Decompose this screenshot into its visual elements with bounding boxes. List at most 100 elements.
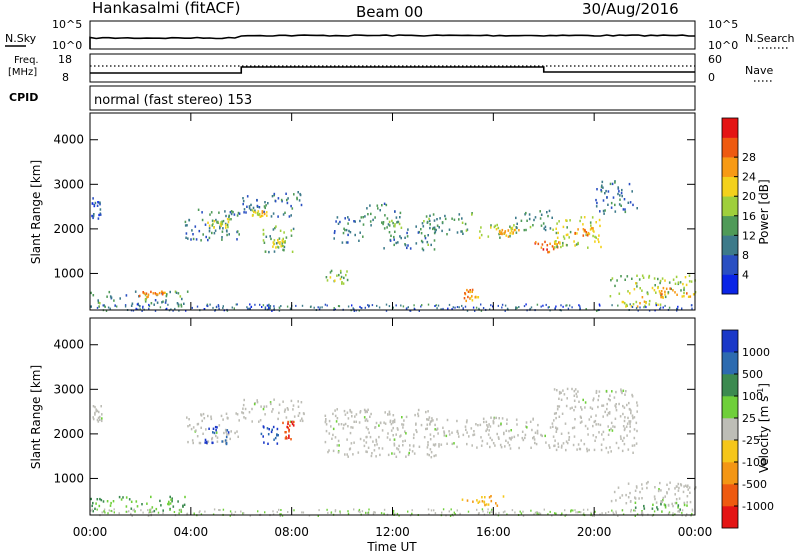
velocity-echo-cell: [409, 444, 411, 447]
velocity-echo-cell: [576, 448, 578, 451]
velocity-echo-cell: [352, 453, 354, 456]
velocity-echo-cell: [608, 411, 611, 414]
ground-scatter-cell: [555, 512, 557, 515]
velocity-echo-cell: [608, 429, 611, 432]
power-echo-cell: [653, 277, 656, 280]
velocity-echo-cell: [566, 441, 569, 445]
velocity-echo-cell: [504, 445, 506, 448]
velocity-echo-cell: [267, 433, 270, 436]
ground-scatter-cell: [685, 514, 687, 517]
power-echo-cell: [267, 202, 269, 205]
power-echo-cell: [553, 240, 556, 243]
velocity-echo-cell: [289, 424, 291, 427]
velocity-echo-cell: [532, 418, 534, 421]
cpid-panel: CPID normal (fast stereo) 153: [9, 85, 696, 111]
power-echo-cell: [299, 193, 302, 197]
power-echo-cell: [622, 300, 625, 304]
power-echo-cell: [389, 239, 392, 242]
velocity-echo-cell: [390, 429, 393, 432]
colorbar-segment: [722, 118, 738, 138]
ground-scatter-cell: [178, 512, 180, 515]
power-echo-cell: [675, 275, 678, 279]
velocity-echo-cell: [622, 425, 625, 428]
ground-scatter-cell: [451, 308, 453, 311]
power-echo-cell: [296, 197, 298, 201]
ground-scatter-cell: [495, 512, 497, 515]
velocity-echo-cell: [364, 410, 367, 414]
ground-scatter-cell: [91, 508, 94, 511]
x-axis-label: Time UT: [366, 540, 417, 554]
ground-scatter-cell: [207, 305, 209, 308]
ground-scatter-cell: [319, 306, 321, 309]
velocity-echo-cell: [613, 490, 616, 494]
power-echo-cell: [507, 229, 510, 232]
power-echo-cell: [563, 237, 566, 240]
power-echo-cell: [551, 245, 554, 248]
velocity-echo-cell: [666, 492, 668, 495]
velocity-echo-cell: [393, 438, 396, 441]
power-echo-cell: [342, 282, 345, 285]
power-echo-cell: [546, 248, 548, 251]
power-echo-cell: [458, 218, 460, 221]
velocity-echo-cell: [436, 427, 439, 430]
power-echo-cell: [557, 231, 559, 235]
ground-scatter-cell: [193, 512, 195, 515]
power-echo-cell: [461, 230, 463, 233]
velocity-echo-cell: [353, 441, 355, 444]
velocity-echo-cell: [483, 420, 485, 424]
power-echo-cell: [205, 235, 207, 239]
power-echo-cell: [602, 186, 604, 189]
power-echo-cell: [655, 291, 657, 294]
velocity-echo-cell: [386, 436, 389, 439]
power-echo-cell: [655, 302, 657, 305]
power-echo-cell: [131, 302, 134, 305]
velocity-echo-cell: [398, 450, 401, 454]
velocity-echo-cell: [615, 499, 617, 502]
velocity-echo-cell: [484, 496, 486, 499]
velocity-echo-cell: [262, 425, 265, 428]
velocity-echo-cell: [200, 414, 203, 417]
power-echo-cell: [238, 233, 240, 236]
power-echo-cell: [339, 220, 341, 224]
power-echo-cell: [250, 203, 252, 207]
power-echo-cell: [370, 224, 372, 227]
power-echo-cell: [280, 198, 283, 202]
power-echo-cell: [532, 224, 534, 227]
velocity-echo-cell: [609, 394, 611, 397]
power-echo-cell: [191, 229, 193, 232]
power-echo-cell: [90, 291, 92, 295]
velocity-echo-cell: [370, 412, 372, 416]
velocity-echo-cell: [451, 431, 453, 434]
velocity-echo-cell: [429, 438, 432, 441]
velocity-echo-cell: [285, 435, 287, 439]
velocity-echo-cell: [288, 428, 290, 432]
power-echo-cell: [525, 228, 527, 232]
ground-scatter-cell: [411, 512, 413, 515]
velocity-echo-cell: [220, 414, 223, 418]
power-echo-cell: [597, 238, 599, 241]
velocity-echo-cell: [584, 406, 586, 409]
power-echo-cell: [144, 298, 147, 301]
power-echo-cell: [185, 232, 188, 235]
power-echo-cell: [429, 223, 431, 226]
power-echo-cell: [463, 297, 466, 300]
colorbar-segment: [722, 330, 738, 353]
velocity-echo-cell: [623, 419, 626, 423]
velocity-echo-cell: [565, 448, 567, 452]
power-echo-cell: [228, 218, 231, 221]
velocity-echo-cell: [531, 428, 533, 432]
ground-scatter-cell: [462, 307, 464, 310]
velocity-echo-cell: [529, 420, 532, 423]
power-echo-cell: [367, 213, 369, 216]
colorbar-segment: [722, 484, 738, 507]
velocity-echo-cell: [225, 442, 228, 445]
velocity-echo-cell: [437, 432, 439, 435]
power-echo-cell: [92, 214, 95, 218]
velocity-echo-cell: [573, 394, 576, 397]
ground-scatter-cell: [159, 306, 162, 309]
velocity-echo-cell: [675, 485, 678, 488]
velocity-echo-cell: [149, 508, 151, 512]
ground-scatter-cell: [456, 306, 459, 308]
ground-scatter-cell: [643, 306, 645, 309]
power-echo-cell: [260, 214, 263, 218]
